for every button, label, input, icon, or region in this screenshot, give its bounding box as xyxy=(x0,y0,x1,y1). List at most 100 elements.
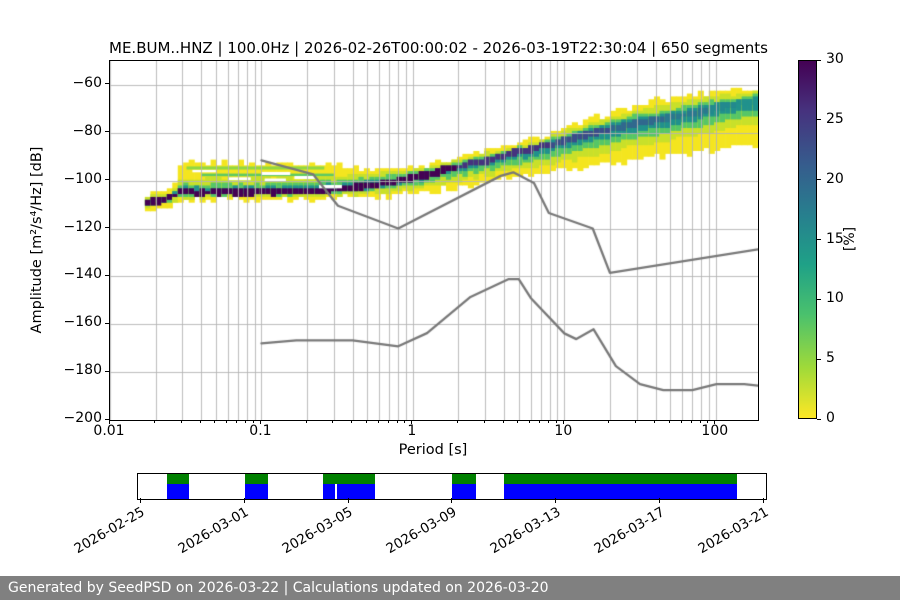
x-minor-tick xyxy=(154,420,156,423)
coverage-segment-blue xyxy=(166,484,190,499)
timeline-tick xyxy=(243,498,245,503)
coverage-segment-green xyxy=(166,474,190,484)
x-major-tick xyxy=(714,420,716,424)
timeline-date-label: 2026-03-21 xyxy=(695,504,772,558)
coverage-gap xyxy=(334,484,337,499)
colorbar-tick xyxy=(817,59,821,61)
timeline-tick xyxy=(139,498,141,503)
colorbar-label: [%] xyxy=(842,226,858,252)
colorbar xyxy=(798,60,817,419)
y-tick-label: −140 xyxy=(63,266,102,283)
chart-title: ME.BUM..HNZ | 100.0Hz | 2026-02-26T00:00… xyxy=(109,39,768,57)
coverage-segment-green xyxy=(452,474,477,484)
x-minor-tick xyxy=(332,420,334,423)
x-minor-tick xyxy=(483,420,485,423)
x-minor-tick xyxy=(707,420,709,423)
colorbar-tick-label: 30 xyxy=(826,51,844,67)
coverage-segment-blue xyxy=(504,484,737,499)
timeline-date-label: 2026-03-09 xyxy=(383,504,460,558)
y-major-tick xyxy=(105,131,109,133)
timeline-date-label: 2026-02-25 xyxy=(71,504,148,558)
x-minor-tick xyxy=(236,420,238,423)
x-minor-tick xyxy=(404,420,406,423)
x-minor-tick xyxy=(635,420,637,423)
plot-area xyxy=(109,60,759,421)
x-minor-tick xyxy=(608,420,610,423)
colorbar-tick-label: 25 xyxy=(826,110,844,127)
x-major-tick xyxy=(562,420,564,424)
y-major-tick xyxy=(105,83,109,85)
colorbar-tick xyxy=(817,358,821,360)
coverage-segment-green xyxy=(322,474,375,484)
x-tick-label: 10 xyxy=(554,423,573,439)
x-minor-tick xyxy=(226,420,228,423)
y-tick-label: −160 xyxy=(63,314,102,331)
x-minor-tick xyxy=(690,420,692,423)
colorbar-tick xyxy=(817,119,821,121)
y-major-tick xyxy=(105,179,109,181)
colorbar-tick-label: 20 xyxy=(826,170,844,187)
y-tick-label: −60 xyxy=(72,74,102,91)
colorbar-tick-label: 5 xyxy=(826,350,835,367)
timeline-date-label: 2026-03-05 xyxy=(279,504,356,558)
x-major-tick xyxy=(259,420,261,424)
x-minor-tick xyxy=(351,420,353,423)
y-tick-label: −120 xyxy=(63,218,102,235)
colorbar-tick-label: 10 xyxy=(826,290,844,307)
footer-bar: Generated by SeedPSD on 2026-03-22 | Cal… xyxy=(0,576,900,600)
coverage-segment-blue xyxy=(452,484,477,499)
x-minor-tick xyxy=(548,420,550,423)
x-minor-tick xyxy=(529,420,531,423)
x-minor-tick xyxy=(377,420,379,423)
x-minor-tick xyxy=(502,420,504,423)
y-tick-label: −180 xyxy=(63,362,102,379)
x-minor-tick xyxy=(387,420,389,423)
y-major-tick xyxy=(105,322,109,324)
colorbar-tick-label: 0 xyxy=(826,410,835,426)
timeline-date-label: 2026-03-17 xyxy=(591,504,668,558)
colorbar-tick-label: 15 xyxy=(826,230,844,247)
x-minor-tick xyxy=(396,420,398,423)
footer-text: Generated by SeedPSD on 2026-03-22 | Cal… xyxy=(8,580,549,596)
colorbar-tick xyxy=(817,179,821,181)
y-major-tick xyxy=(105,370,109,372)
x-axis-label: Period [s] xyxy=(398,442,468,458)
colorbar-tick xyxy=(817,418,821,420)
timeline-date-label: 2026-03-13 xyxy=(487,504,564,558)
x-minor-tick xyxy=(680,420,682,423)
x-minor-tick xyxy=(253,420,255,423)
coverage-segment-green xyxy=(504,474,737,484)
colorbar-gradient xyxy=(799,61,816,418)
x-major-tick xyxy=(411,420,413,424)
x-minor-tick xyxy=(456,420,458,423)
x-tick-label: 100 xyxy=(701,423,729,439)
x-major-tick xyxy=(108,420,110,424)
x-tick-label: 1 xyxy=(407,423,417,439)
coverage-segment-blue xyxy=(244,484,269,499)
x-minor-tick xyxy=(199,420,201,423)
x-minor-tick xyxy=(245,420,247,423)
y-major-tick xyxy=(105,274,109,276)
timeline-date-label: 2026-03-01 xyxy=(175,504,252,558)
timeline-tick xyxy=(451,498,453,503)
timeline-tick xyxy=(555,498,557,503)
x-minor-tick xyxy=(180,420,182,423)
x-tick-label: 0.01 xyxy=(93,423,125,439)
x-tick-label: 0.1 xyxy=(249,423,272,439)
coverage-timeline-bar xyxy=(137,473,767,500)
x-minor-tick xyxy=(555,420,557,423)
y-axis-label: Amplitude [m²/s⁴/Hz] [dB] xyxy=(29,146,45,334)
coverage-segment-green xyxy=(244,474,269,484)
y-tick-label: −80 xyxy=(72,122,102,139)
x-minor-tick xyxy=(699,420,701,423)
x-minor-tick xyxy=(654,420,656,423)
colorbar-tick xyxy=(817,298,821,300)
colorbar-tick xyxy=(817,239,821,240)
x-minor-tick xyxy=(539,420,541,423)
x-minor-tick xyxy=(305,420,307,423)
timeline-tick xyxy=(347,498,349,503)
timeline-tick xyxy=(659,498,661,503)
timeline-tick xyxy=(763,498,765,503)
x-minor-tick xyxy=(668,420,670,423)
